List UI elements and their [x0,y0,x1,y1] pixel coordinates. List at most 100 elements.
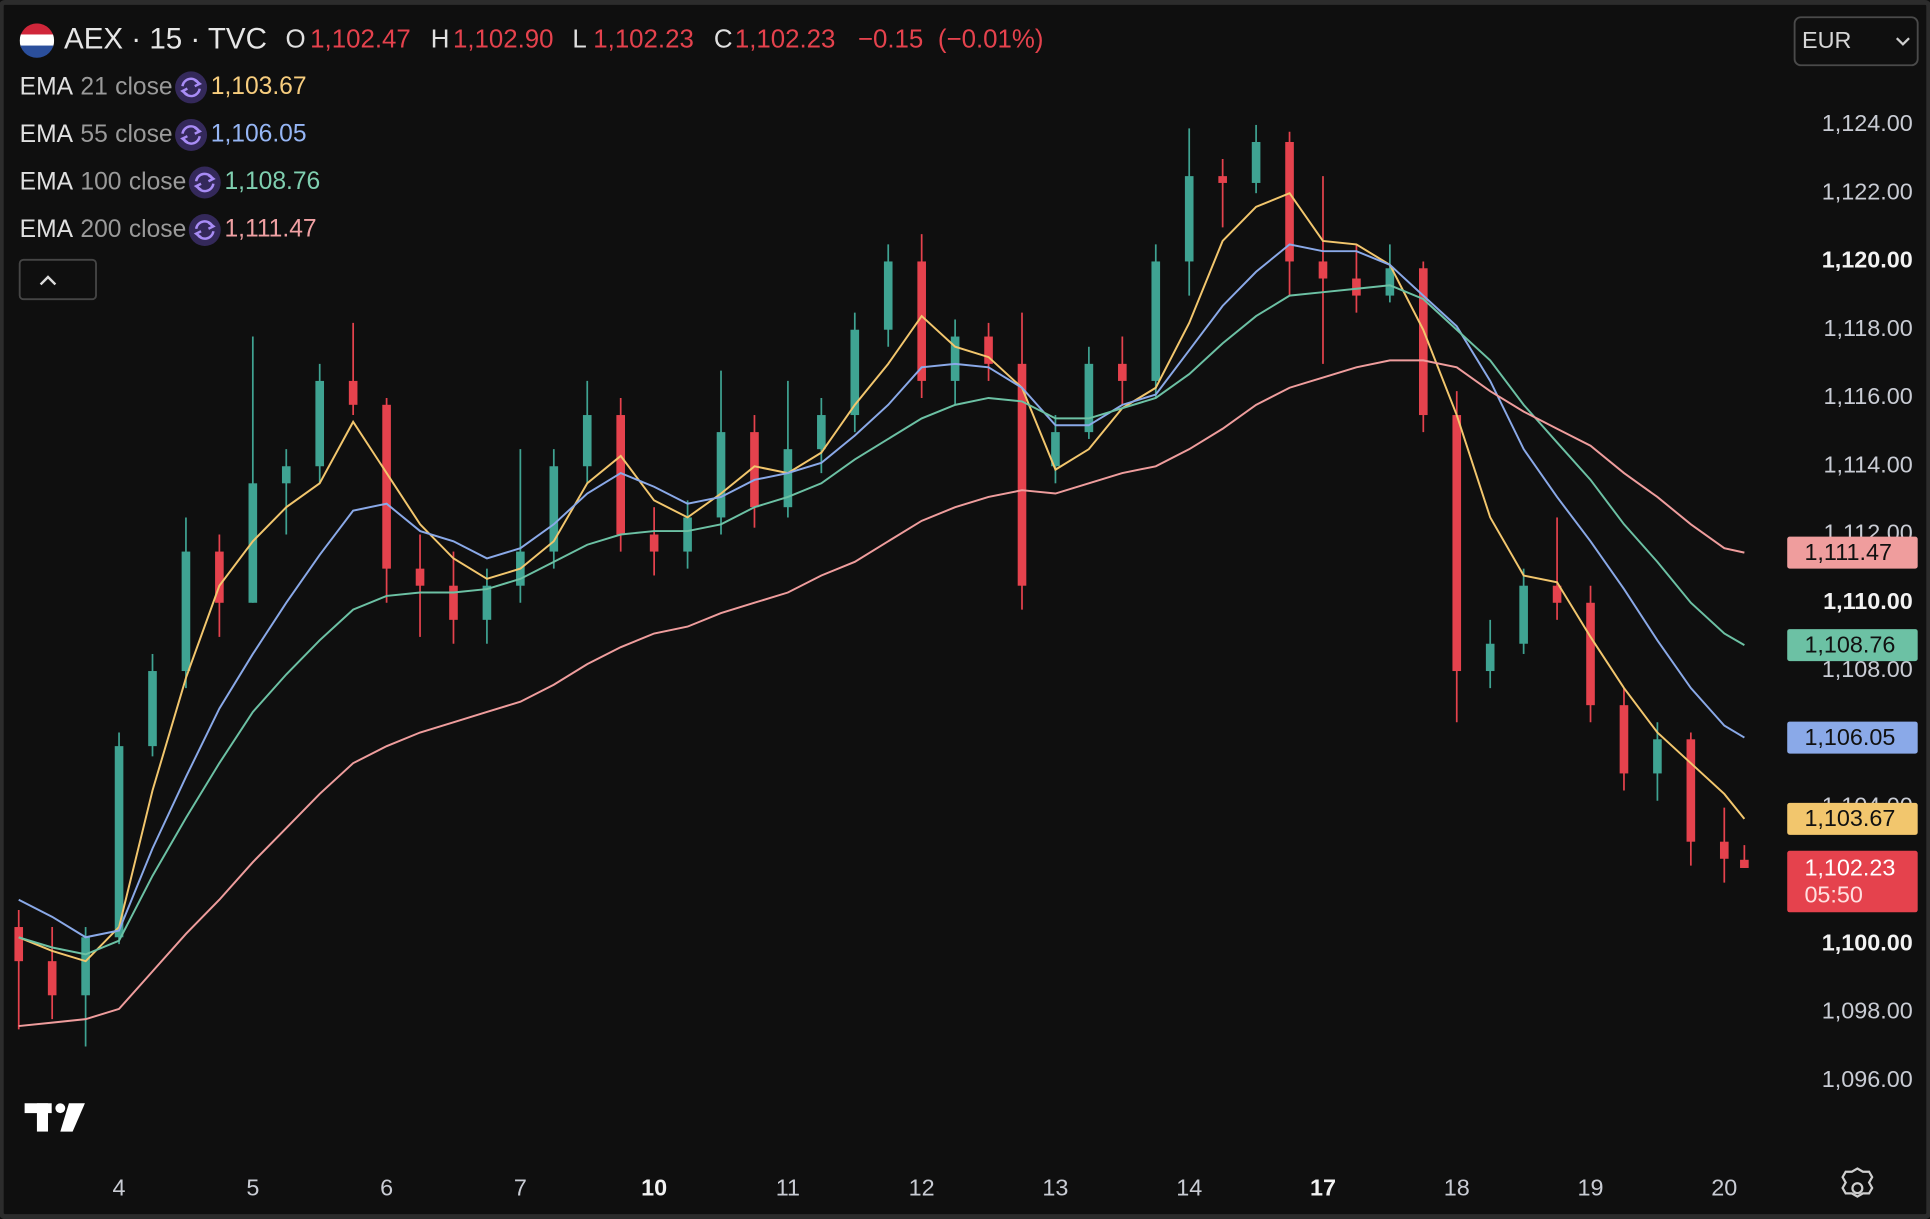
candle-body [1352,278,1361,296]
legend-value: 1,111.47 [224,216,316,243]
legend-icon-head [180,79,203,96]
ema-line [18,243,1745,939]
price-tag [1787,629,1918,662]
legend-icon[interactable] [188,166,221,199]
quote-key: H [431,25,450,53]
countdown: 05:50 [1804,881,1862,907]
plot-area [14,124,1749,1047]
candle-body [1719,841,1729,859]
candle-body [783,449,793,508]
price-tag-label: 1,111.47 [1804,539,1892,565]
legend-source: close [115,73,172,100]
candle-body [716,432,726,518]
price-tag [1787,721,1918,754]
candle-body [1452,415,1462,672]
candle-body [817,415,826,450]
candle-body [1385,268,1395,296]
ema-line [18,359,1745,1028]
price-tag-label: 1,103.67 [1804,805,1895,831]
legend-length: 21 [80,73,107,100]
price-tag [1787,802,1918,835]
legend-name: EMA [20,73,74,100]
x-tick-label: 5 [246,1175,259,1201]
y-tick-label: 1,114.00 [1824,451,1913,477]
quote-key: O [286,25,306,53]
overlay: AEX · 15 · TVC EUR [18,16,1919,1198]
flag-icon [19,23,55,58]
legend-icon-bg [175,71,208,104]
candle-body [616,415,625,535]
candle-body [1017,363,1027,586]
legend-icon-bg [188,214,221,247]
candle-body [1184,176,1194,262]
x-tick-label: 12 [909,1175,935,1201]
candle-body [114,746,124,938]
candle-body [248,483,258,603]
x-tick-label: 11 [776,1175,800,1201]
candle-body [1218,176,1227,183]
settings-icon[interactable] [1841,1167,1874,1198]
y-tick-label: 1,100.00 [1822,929,1913,955]
legend-value: 1,108.76 [224,168,320,195]
candle-body [1318,261,1328,279]
candle-body [950,336,960,381]
legend-name: EMA [20,168,74,195]
candle-body [649,534,659,552]
ema-line [18,284,1745,956]
candle-body [47,961,57,996]
collapse-button[interactable] [18,258,97,301]
candle-body [1686,739,1696,842]
candle-body [482,585,492,620]
legend-icon-head [180,126,203,144]
x-tick-label: 13 [1042,1175,1068,1201]
logo [24,1103,85,1132]
legend-source: close [115,120,172,147]
symbol-title: AEX · 15 · TVC [64,22,267,55]
candle-body [1251,141,1261,183]
candle-body [1084,363,1094,433]
candle-body [382,404,391,569]
quote-value: 1,102.90 [453,25,554,53]
candle-body [917,261,926,381]
candle-body [81,937,90,996]
quote-key: L [572,25,586,53]
legend-icon[interactable] [188,214,221,247]
change-pct: (−0.01%) [938,25,1044,53]
candle-body [850,329,860,416]
legend-icon[interactable] [175,71,208,104]
legend-icon-head [193,174,216,191]
candle-body [1519,585,1528,644]
price-tag-label: 1,106.05 [1804,724,1895,750]
candle-body [348,380,358,405]
currency[interactable]: EUR [1802,27,1851,53]
legend-value: 1,106.05 [211,120,307,147]
quote-value: 1,102.23 [593,25,694,53]
legend-length: 100 [80,168,121,195]
candle-body [1619,705,1629,774]
currency-chevron [1895,37,1910,46]
y-tick-label: 1,096.00 [1822,1066,1913,1092]
x-tick-label: 4 [113,1175,126,1201]
candle-body [582,415,592,467]
y-tick-label: 1,110.00 [1823,588,1913,614]
candle-body [281,466,291,484]
legend-icon-bg [175,118,208,151]
quote-value: 1,102.47 [310,25,411,53]
price-tag [1787,536,1918,569]
candle-body [549,466,559,552]
legend-icon[interactable] [175,118,208,151]
candle-body [1419,268,1428,416]
candle-body [1051,432,1060,467]
y-tick-label: 1,122.00 [1822,178,1913,204]
candle-body [148,671,157,747]
candle-body [750,432,759,508]
y-tick-label: 1,116.00 [1824,383,1913,409]
candle-body [984,336,993,364]
x-tick-label: 6 [380,1175,393,1201]
candle-body [1653,739,1662,774]
quote-value: 1,102.23 [735,25,836,53]
legend-entry: EMA 200 close [20,216,187,243]
currency-button[interactable] [1793,16,1919,67]
quote-key: C [714,25,733,53]
